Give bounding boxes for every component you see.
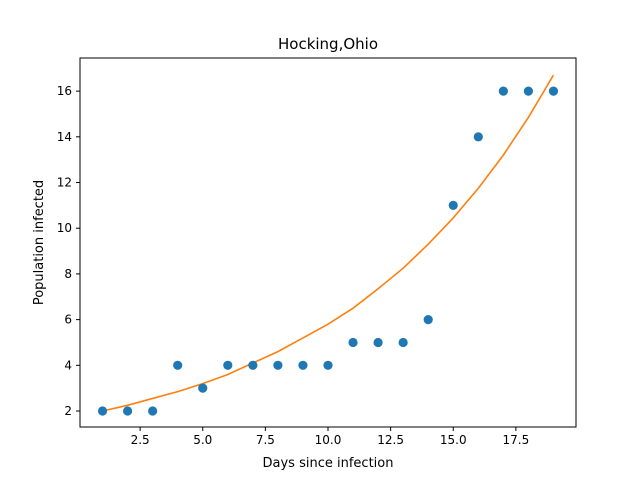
axes-frame bbox=[79, 57, 577, 428]
chart-title: Hocking,Ohio bbox=[278, 35, 378, 53]
data-point bbox=[248, 360, 258, 370]
x-tick-label: 5.0 bbox=[193, 433, 212, 447]
data-point bbox=[323, 360, 333, 370]
data-point bbox=[223, 360, 233, 370]
data-point bbox=[97, 406, 108, 416]
data-point bbox=[298, 360, 308, 370]
y-tick-label: 8 bbox=[64, 267, 72, 281]
data-point bbox=[473, 132, 483, 142]
data-point bbox=[273, 360, 283, 370]
y-tick-label: 2 bbox=[64, 404, 72, 418]
data-point bbox=[173, 360, 183, 370]
x-tick-label: 2.5 bbox=[131, 433, 150, 447]
axis-ticks: 2.5 5.0 7.5 10.0 12.5 15.0 17.5 2 4 6 8 10 12 14 16 bbox=[57, 84, 530, 447]
data-point bbox=[373, 337, 383, 348]
data-point bbox=[498, 86, 508, 96]
x-tick-label: 15.0 bbox=[440, 433, 467, 447]
data-point bbox=[148, 406, 158, 416]
data-point bbox=[448, 200, 458, 210]
data-point bbox=[398, 337, 408, 348]
y-axis-label: Population infected bbox=[32, 180, 47, 305]
x-tick-label: 7.5 bbox=[256, 433, 275, 447]
y-tick-label: 12 bbox=[57, 176, 72, 190]
data-point bbox=[122, 406, 133, 416]
y-tick-label: 14 bbox=[57, 130, 72, 144]
y-tick-label: 4 bbox=[64, 358, 72, 372]
data-point bbox=[423, 315, 433, 325]
data-point bbox=[198, 383, 208, 393]
plot-area bbox=[97, 74, 559, 416]
data-point bbox=[548, 86, 559, 96]
data-point bbox=[523, 86, 534, 96]
x-tick-label: 17.5 bbox=[503, 433, 530, 447]
y-tick-label: 16 bbox=[57, 84, 72, 98]
y-tick-label: 6 bbox=[64, 313, 72, 327]
x-axis-label: Days since infection bbox=[263, 456, 394, 471]
data-point bbox=[348, 337, 358, 348]
x-tick-label: 10.0 bbox=[315, 433, 342, 447]
fit-curve-line bbox=[102, 74, 555, 412]
x-tick-label: 12.5 bbox=[377, 433, 404, 447]
y-tick-label: 10 bbox=[57, 221, 72, 235]
